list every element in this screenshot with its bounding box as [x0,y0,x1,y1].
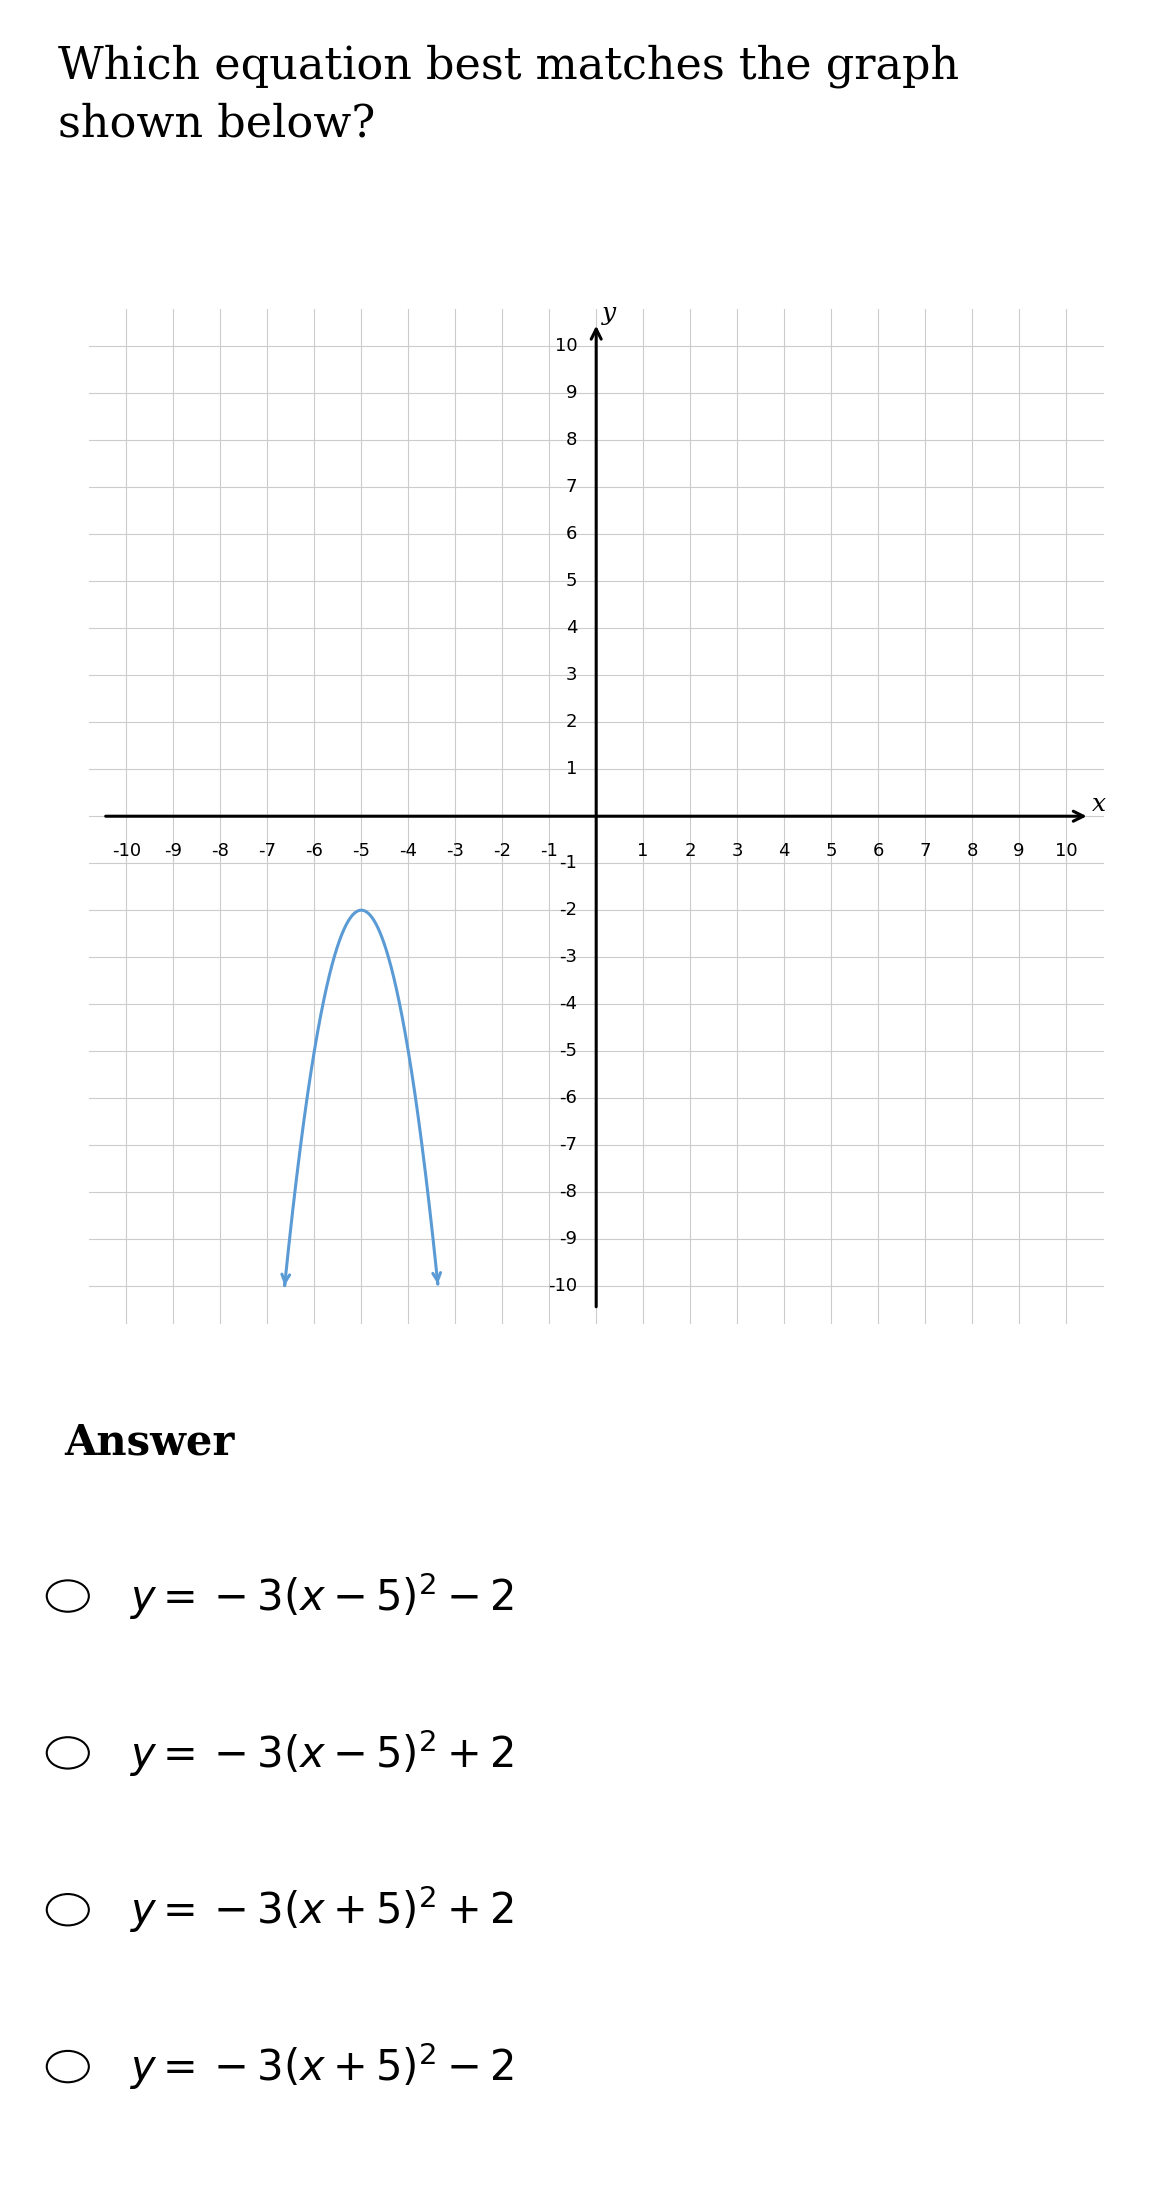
Text: -4: -4 [560,995,577,1013]
Text: $y = -3(x + 5)^{2} + 2$: $y = -3(x + 5)^{2} + 2$ [129,1884,513,1935]
Text: 4: 4 [779,843,790,860]
Text: 6: 6 [566,525,577,543]
Text: -10: -10 [548,1277,577,1295]
Text: 9: 9 [1014,843,1025,860]
Text: 5: 5 [566,571,577,591]
Text: 7: 7 [566,479,577,496]
Text: -8: -8 [212,843,229,860]
Text: 8: 8 [566,432,577,450]
Text: -3: -3 [560,949,577,966]
Text: -7: -7 [258,843,276,860]
Text: 4: 4 [566,620,577,638]
Text: -2: -2 [560,902,577,920]
Text: -9: -9 [560,1231,577,1249]
Text: 2: 2 [566,713,577,730]
Text: 3: 3 [566,666,577,684]
Text: -2: -2 [493,843,511,860]
Text: 3: 3 [732,843,742,860]
Text: -4: -4 [400,843,417,860]
Text: x: x [1092,792,1106,816]
Text: $y = -3(x - 5)^{2} - 2$: $y = -3(x - 5)^{2} - 2$ [129,1571,513,1621]
Text: -6: -6 [305,843,324,860]
Text: 1: 1 [566,761,577,779]
Text: 7: 7 [919,843,931,860]
Text: 9: 9 [566,384,577,401]
Text: 8: 8 [967,843,977,860]
Text: -5: -5 [352,843,371,860]
Text: $y = -3(x - 5)^{2} + 2$: $y = -3(x - 5)^{2} + 2$ [129,1727,513,1778]
Text: -9: -9 [165,843,182,860]
Text: 6: 6 [872,843,884,860]
Text: 2: 2 [684,843,696,860]
Text: 1: 1 [637,843,649,860]
Text: -1: -1 [560,854,577,871]
Text: -8: -8 [560,1182,577,1200]
Text: -7: -7 [560,1136,577,1154]
Text: -6: -6 [560,1090,577,1107]
Text: 10: 10 [555,338,577,355]
Text: Which equation best matches the graph
shown below?: Which equation best matches the graph sh… [58,44,960,146]
Text: -5: -5 [560,1041,577,1061]
Text: -3: -3 [447,843,464,860]
Text: -1: -1 [540,843,558,860]
Text: -10: -10 [112,843,141,860]
Text: 10: 10 [1054,843,1078,860]
Text: 5: 5 [825,843,837,860]
Text: Answer: Answer [64,1421,235,1465]
Text: $y = -3(x + 5)^{2} - 2$: $y = -3(x + 5)^{2} - 2$ [129,2041,513,2091]
Text: y: y [602,302,616,324]
